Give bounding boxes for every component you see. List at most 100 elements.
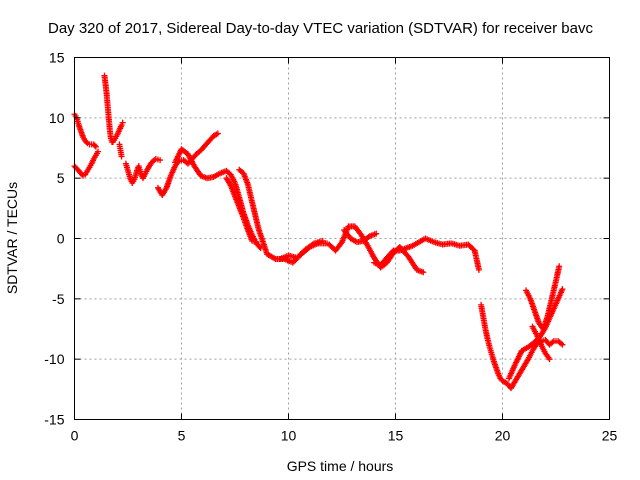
- data-point: [101, 72, 108, 79]
- data-point: [210, 132, 217, 139]
- data-point: [159, 192, 166, 199]
- series-arc-q: [530, 325, 552, 361]
- data-point: [227, 182, 234, 189]
- data-point: [548, 295, 555, 302]
- data-point: [360, 237, 367, 244]
- data-point: [523, 287, 530, 294]
- data-point: [542, 336, 549, 343]
- data-point: [482, 326, 489, 332]
- data-point: [555, 338, 562, 345]
- data-point: [556, 263, 563, 270]
- series-arc-l: [342, 228, 378, 245]
- data-point: [88, 160, 95, 167]
- y-tick-label: -10: [44, 351, 64, 367]
- x-tick-label: 5: [178, 428, 186, 444]
- data-point: [90, 155, 97, 162]
- data-point: [364, 242, 371, 249]
- data-point: [184, 151, 191, 158]
- axis-ticks: 0 5 10 15 20 25 -15 -10 -5 0 5 10 15: [44, 50, 617, 444]
- data-point: [490, 358, 497, 365]
- data-point: [559, 286, 566, 293]
- data-point: [347, 235, 354, 242]
- data-point: [223, 167, 230, 174]
- data-point: [214, 130, 221, 137]
- data-point: [529, 323, 536, 330]
- x-tick-label: 20: [495, 428, 511, 444]
- data-point: [86, 164, 93, 171]
- data-point: [555, 295, 562, 302]
- data-point: [559, 341, 566, 348]
- data-point: [289, 259, 296, 266]
- data-point: [302, 246, 309, 253]
- data-point: [135, 163, 142, 170]
- data-point: [276, 256, 283, 263]
- data-point: [223, 175, 230, 182]
- data-point: [106, 126, 113, 133]
- data-point: [546, 341, 553, 348]
- data-point: [77, 128, 84, 135]
- data-point: [144, 166, 151, 173]
- data-point: [533, 332, 540, 339]
- data-point: [405, 253, 412, 260]
- y-tick-label: -5: [52, 291, 65, 307]
- data-point: [118, 153, 125, 160]
- data-point: [480, 313, 487, 320]
- data-point: [486, 344, 493, 351]
- data-point: [416, 239, 423, 246]
- data-point: [512, 360, 519, 367]
- y-tick-label: -15: [44, 412, 64, 428]
- series-arc-m: [372, 236, 482, 272]
- data-point: [465, 241, 472, 248]
- data-point: [206, 137, 213, 144]
- data-point: [527, 295, 534, 302]
- data-point: [116, 126, 123, 133]
- data-point: [119, 119, 126, 126]
- y-tick-label: 15: [49, 50, 65, 66]
- data-point: [540, 326, 547, 332]
- data-point: [508, 385, 515, 392]
- data-point: [82, 171, 89, 178]
- data-point: [232, 179, 238, 186]
- y-tick-label: 5: [57, 170, 65, 186]
- data-point: [110, 138, 117, 145]
- data-point: [104, 102, 111, 109]
- data-point: [131, 176, 138, 183]
- data-point: [358, 231, 365, 238]
- data-point: [137, 170, 144, 177]
- data-point: [204, 175, 211, 182]
- data-point: [83, 138, 90, 145]
- data-point: [373, 230, 380, 237]
- data-point: [117, 147, 124, 154]
- data-point: [332, 247, 339, 254]
- data-point: [531, 307, 538, 314]
- data-point: [475, 266, 482, 273]
- data-point: [431, 239, 438, 246]
- data-point: [84, 167, 91, 174]
- data-point: [129, 179, 136, 186]
- data-point: [345, 223, 352, 230]
- data-point: [439, 241, 446, 248]
- data-point: [244, 181, 251, 188]
- data-point: [495, 370, 502, 377]
- data-point: [531, 339, 538, 346]
- y-axis-label: SDTVAR / TECUs: [4, 182, 20, 294]
- data-point: [92, 152, 99, 159]
- data-point: [544, 313, 551, 320]
- data-point: [448, 240, 455, 247]
- x-tick-label: 0: [71, 428, 79, 444]
- data-point: [353, 239, 360, 246]
- data-point: [366, 233, 373, 240]
- data-point: [520, 363, 527, 370]
- data-point: [133, 169, 140, 176]
- data-point: [339, 239, 345, 246]
- data-point: [529, 347, 536, 354]
- data-point: [125, 167, 131, 174]
- x-tick-label: 15: [388, 428, 404, 444]
- data-point: [390, 247, 397, 254]
- data-point: [197, 147, 204, 154]
- data-point: [180, 157, 187, 164]
- y-tick-label: 10: [49, 110, 65, 126]
- data-point: [80, 134, 87, 141]
- data-point: [326, 241, 333, 248]
